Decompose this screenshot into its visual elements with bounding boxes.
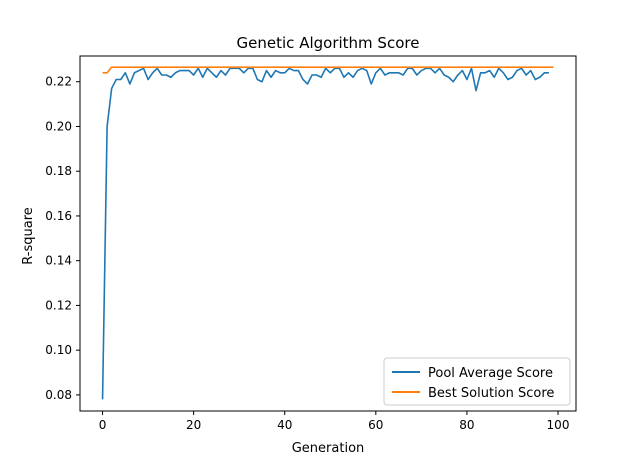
legend-label-pool-average: Pool Average Score xyxy=(428,366,553,381)
series-line-pool-average xyxy=(101,67,549,400)
y-axis-ticks: 0.08 0.10 0.12 0.14 0.16 0.18 0.20 0.22 xyxy=(45,75,80,402)
y-tick-label: 0.20 xyxy=(45,119,72,133)
x-tick-label: 100 xyxy=(547,418,570,432)
y-axis-label: R-square xyxy=(21,207,36,264)
y-tick-label: 0.08 xyxy=(45,388,72,402)
x-tick-label: 40 xyxy=(277,418,292,432)
y-tick-label: 0.10 xyxy=(45,343,72,357)
x-tick-label: 0 xyxy=(99,418,107,432)
legend-box xyxy=(383,357,571,406)
x-axis-ticks: 0 20 40 60 80 100 xyxy=(99,411,570,432)
x-axis-label: Generation xyxy=(292,441,365,456)
y-tick-label: 0.16 xyxy=(45,209,72,223)
series-layer xyxy=(101,66,554,400)
x-tick-label: 80 xyxy=(459,418,474,432)
chart-title: Genetic Algorithm Score xyxy=(237,34,420,52)
y-tick-label: 0.22 xyxy=(45,75,72,89)
y-tick-label: 0.18 xyxy=(45,164,72,178)
legend-label-best-solution: Best Solution Score xyxy=(428,386,554,401)
legend: Pool Average Score Best Solution Score xyxy=(383,357,571,406)
y-tick-label: 0.14 xyxy=(45,254,72,268)
series-line-best-solution xyxy=(102,66,554,74)
y-tick-label: 0.12 xyxy=(45,298,72,312)
plot-frame xyxy=(79,55,577,412)
x-tick-label: 60 xyxy=(368,418,383,432)
x-tick-label: 20 xyxy=(186,418,201,432)
